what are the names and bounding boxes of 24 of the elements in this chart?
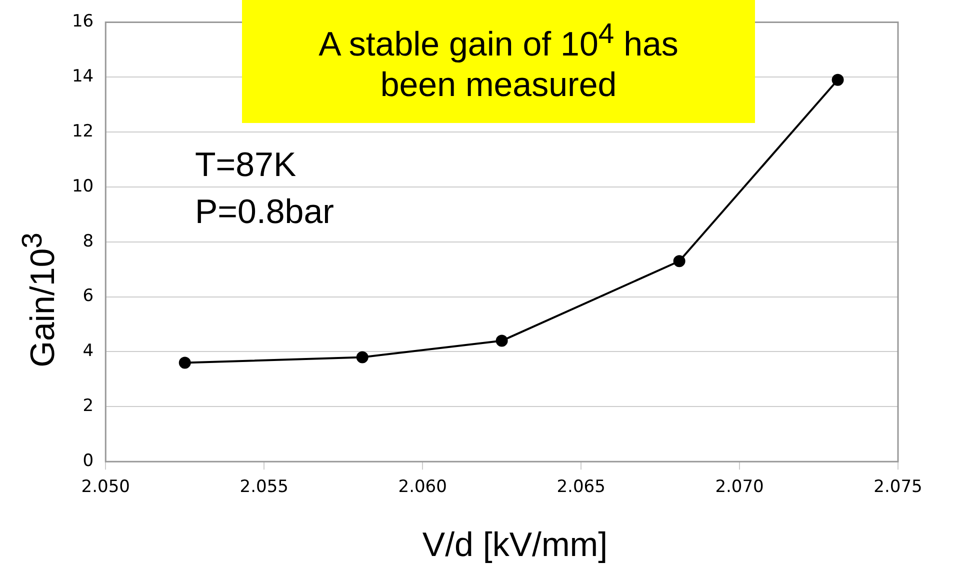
annotation: T=87K xyxy=(195,145,296,186)
annotation: A stable gain of 10$^{4}$ has been measured xyxy=(318,18,680,106)
x-tick-label: 2.050 xyxy=(81,477,130,498)
y-tick-label: 8 xyxy=(82,231,94,252)
point xyxy=(178,356,191,369)
y-tick-label: 10 xyxy=(72,176,94,196)
x-tick-label: 2.075 xyxy=(874,477,922,498)
annotation: P=0.8bar xyxy=(195,192,334,233)
x-axis-title: V/d [kV/mm] xyxy=(422,525,608,566)
point xyxy=(356,351,368,364)
x-tick-label: 2.060 xyxy=(398,477,447,498)
point xyxy=(673,255,686,268)
y-tick-label: 4 xyxy=(82,341,94,362)
point xyxy=(496,334,508,347)
x-tick-label: 2.070 xyxy=(715,477,764,498)
y-tick-label: 2 xyxy=(82,396,94,416)
y-tick-label: 6 xyxy=(82,286,94,306)
x-tick-label: 2.065 xyxy=(556,477,606,498)
y-tick-label: 0 xyxy=(82,451,94,472)
y-tick-label: 12 xyxy=(72,121,94,142)
y-tick-label: 16 xyxy=(72,12,94,32)
y-tick-label: 14 xyxy=(72,66,94,87)
point xyxy=(832,74,844,86)
x-tick-label: 2.055 xyxy=(240,477,288,498)
